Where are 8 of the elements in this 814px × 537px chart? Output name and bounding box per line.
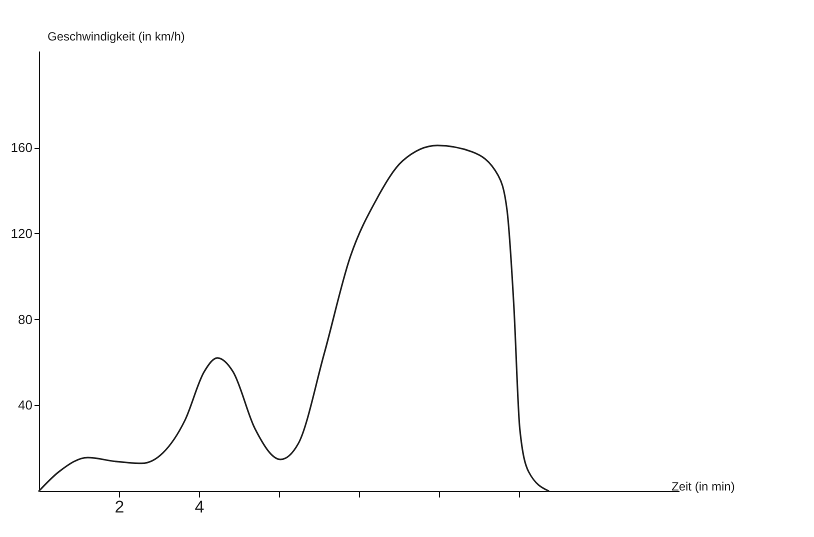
y-tick-label: 120 <box>10 226 32 241</box>
x-tick-label: 4 <box>194 498 204 516</box>
y-tick-label: 160 <box>10 140 32 156</box>
y-axis-title: Geschwindigkeit (in km/h) <box>48 30 185 44</box>
y-tick-label: 80 <box>18 312 32 327</box>
x-axis-title: Zeit (in min) <box>672 480 735 494</box>
x-tick-label: 2 <box>114 498 124 516</box>
y-tick-label: 40 <box>18 398 32 413</box>
